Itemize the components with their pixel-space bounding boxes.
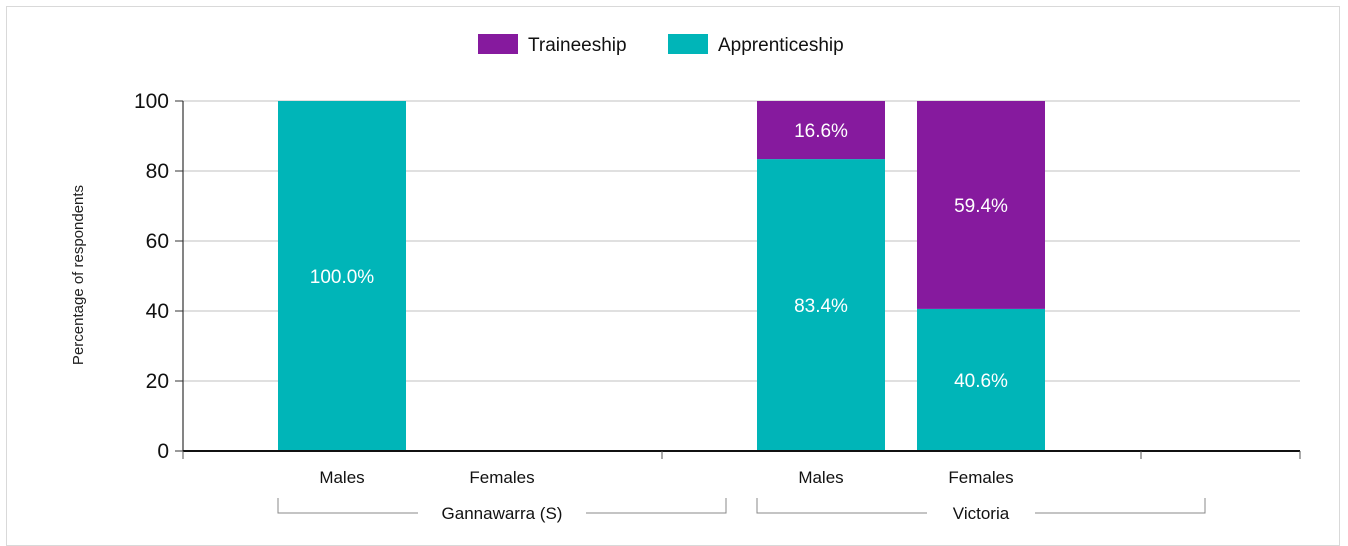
apprenticeship-bar[interactable] [917, 308, 1045, 451]
bars: 100.0% 83.4% 16.6% 40.6% 59.4% [278, 101, 1045, 451]
group-bracket-left [277, 498, 418, 514]
legend[interactable]: Traineeship Apprenticeship [478, 34, 844, 56]
data-label: 16.6% [794, 121, 848, 142]
group-bracket-right [586, 498, 727, 514]
legend-label[interactable]: Apprenticeship [718, 35, 844, 56]
group-bracket-right [1035, 498, 1206, 514]
data-label: 100.0% [310, 267, 375, 288]
data-label: 59.4% [954, 196, 1008, 217]
x-category-label: Females [469, 468, 534, 487]
traineeship-bar[interactable] [917, 101, 1045, 309]
x-category-label: Males [319, 468, 364, 487]
axes: 0 20 40 60 80 100 Males Females Males Females Gann… [134, 90, 1301, 523]
legend-label[interactable]: Traineeship [528, 35, 627, 56]
apprenticeship-bar[interactable] [278, 101, 406, 451]
y-tick-label: 20 [146, 370, 169, 393]
y-tick-label: 0 [157, 440, 169, 463]
traineeship-bar[interactable] [757, 101, 885, 160]
data-label: 40.6% [954, 371, 1008, 392]
y-axis-label: Percentage of respondents [70, 185, 87, 365]
group-bracket-left [756, 498, 927, 514]
apprenticeship-bar[interactable] [757, 159, 885, 451]
y-tick-label: 60 [146, 230, 169, 253]
x-category-label: Males [798, 468, 843, 487]
x-category-label: Females [948, 468, 1013, 487]
group-label: Gannawarra (S) [442, 504, 563, 523]
y-tick-label: 40 [146, 300, 169, 323]
y-tick-label: 80 [146, 160, 169, 183]
apprenticeship-legend-swatch[interactable] [668, 34, 708, 54]
traineeship-legend-swatch[interactable] [478, 34, 518, 54]
group-label: Victoria [953, 504, 1010, 523]
data-label: 83.4% [794, 296, 848, 317]
y-tick-label: 100 [134, 90, 169, 113]
